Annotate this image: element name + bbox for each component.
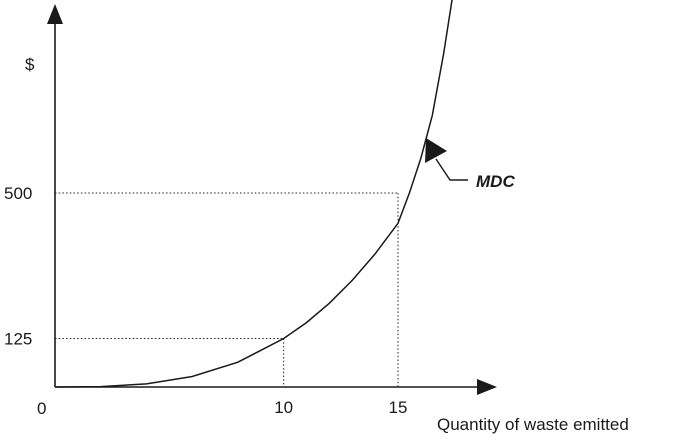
x-tick-label-15: 15 [389,398,408,417]
y-axis-arrowhead [47,4,63,24]
mdc-label-arrowhead [425,138,447,163]
series-label-mdc: MDC [476,172,515,191]
mdc-label-leader [435,158,468,181]
y-tick-labels: 125 500 [4,184,32,349]
guide-lines [55,192,399,387]
x-axis-arrowhead [477,379,497,395]
origin-label: 0 [37,399,46,418]
y-tick-label-125: 125 [4,330,32,349]
x-tick-label-10: 10 [274,398,293,417]
y-tick-label-500: 500 [4,184,32,203]
mdc-curve [54,0,453,388]
x-axis-title: Quantity of waste emitted [437,415,629,434]
x-tick-labels: 10 15 [274,398,407,417]
y-axis-title: $ [25,55,35,74]
